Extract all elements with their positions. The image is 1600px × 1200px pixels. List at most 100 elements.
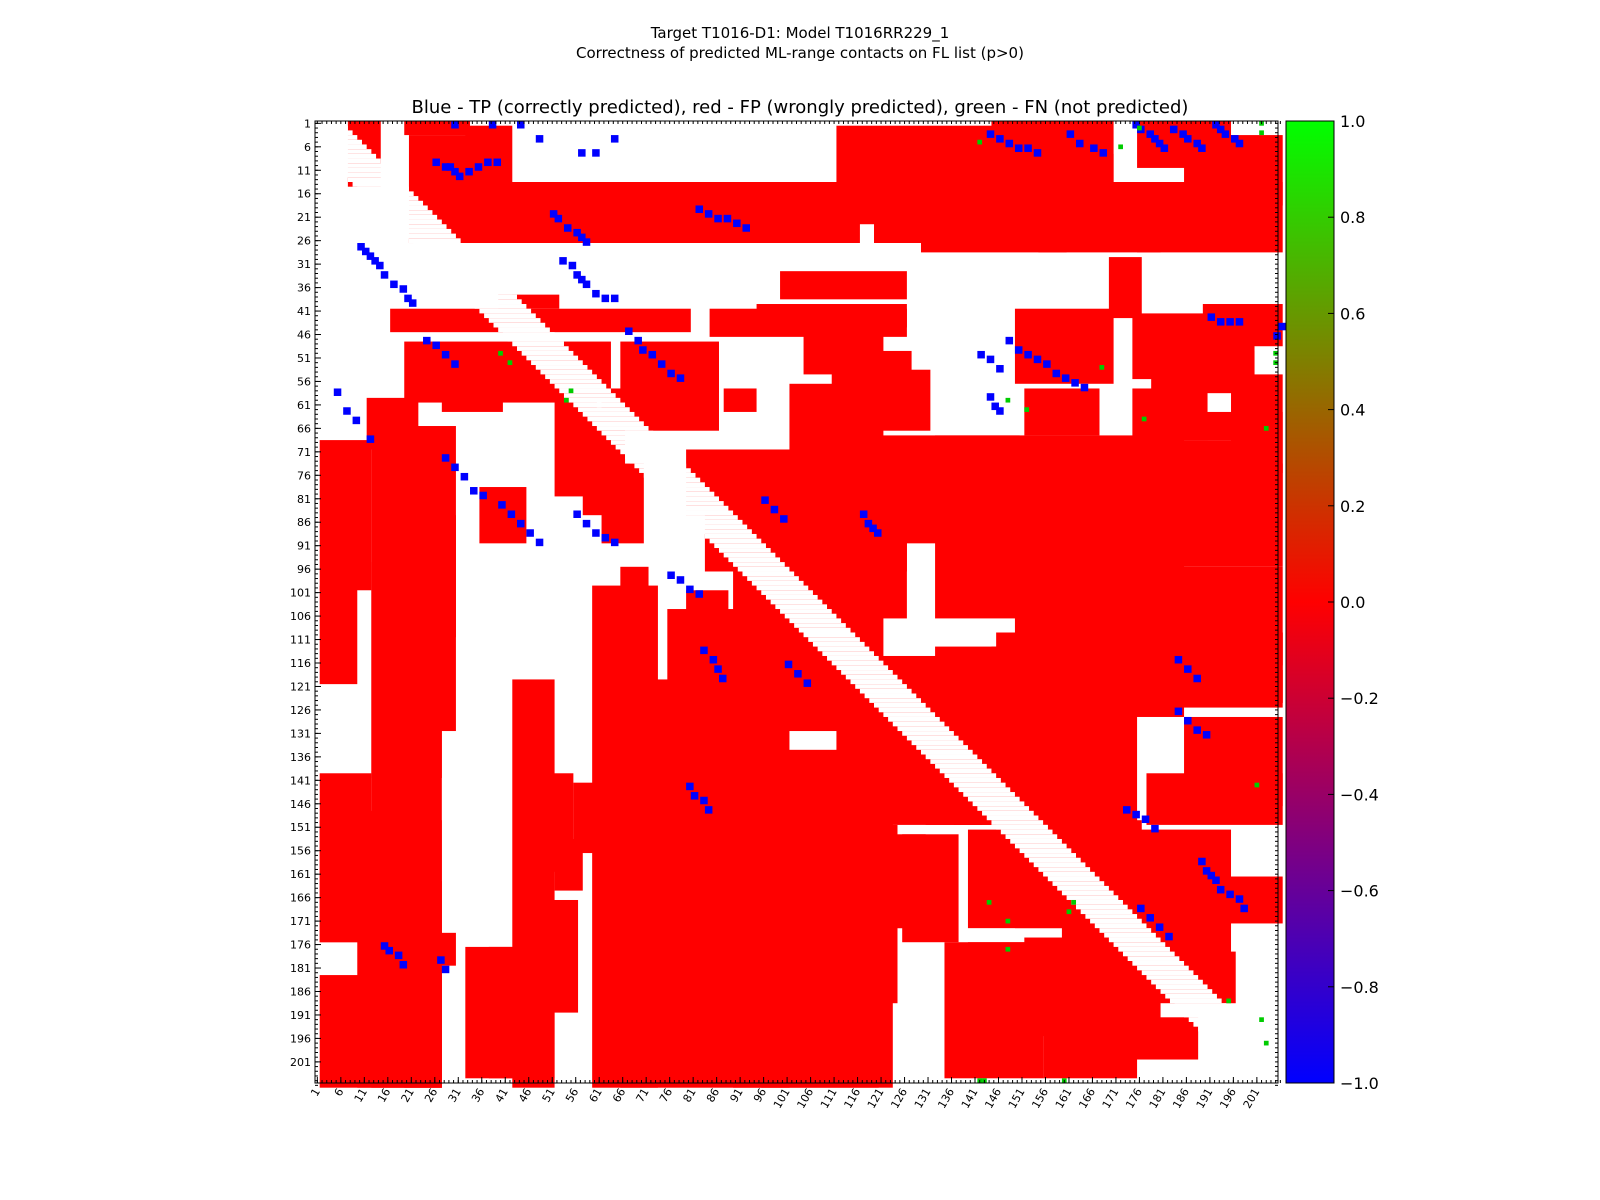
fn-cell	[1099, 365, 1105, 370]
fn-cell	[1024, 407, 1030, 412]
diagonal-blank	[347, 177, 400, 182]
x-tick-label: 1	[308, 1086, 323, 1099]
tp-cell	[1033, 149, 1042, 157]
fp-cell-region	[1146, 773, 1283, 825]
fp-cell-region	[404, 932, 442, 1088]
y-tick-label: 41	[297, 305, 311, 318]
tp-cells-layer	[333, 121, 1286, 974]
tp-cell	[451, 167, 459, 176]
tp-cell	[610, 294, 619, 303]
diagonal-blank	[1141, 970, 1194, 976]
x-tick-label: 111	[818, 1086, 840, 1111]
tp-cell	[1193, 726, 1201, 734]
tp-cell	[498, 501, 506, 509]
y-tick-label: 21	[297, 211, 311, 224]
tp-cell	[1155, 139, 1164, 148]
x-tick-label: 96	[751, 1086, 769, 1105]
fp-cells-layer	[315, 121, 1283, 1088]
tp-cell	[1024, 144, 1032, 152]
fn-cell	[1066, 909, 1072, 915]
tp-cell	[1216, 125, 1225, 134]
x-tick-label: 36	[469, 1086, 487, 1105]
tp-cell	[441, 163, 450, 171]
tp-cell	[399, 960, 408, 969]
diagonal-blank	[676, 505, 729, 511]
y-tick-label: 161	[290, 868, 311, 881]
diagonal-blank	[1207, 1036, 1260, 1041]
diagonal-blank	[315, 144, 367, 150]
diagonal-blank	[1122, 951, 1175, 957]
tp-cell	[554, 214, 563, 223]
diagonal-blank	[1076, 904, 1128, 910]
tp-cell	[1071, 379, 1079, 387]
diagonal-blank	[427, 257, 480, 262]
diagonal-blank	[343, 172, 395, 178]
diagonal-blank	[634, 463, 687, 469]
colorbar-ticks: 1.0 0.8 0.6 0.4 0.2 0.0 −0.2 −0.4 −0.6 −0.8 −1.0	[1328, 112, 1379, 1093]
tp-cell	[625, 327, 633, 335]
diagonal-blank	[315, 130, 353, 136]
diagonal-blank	[1137, 965, 1189, 971]
contact-map-plot: 1611162126313641465156616671768186919610…	[290, 117, 1286, 1111]
tp-cell	[1184, 665, 1192, 673]
y-tick-label: 96	[297, 563, 311, 576]
tp-cell	[1014, 144, 1023, 152]
diagonal-blank	[1019, 848, 1072, 854]
diagonal-blank	[1057, 885, 1109, 891]
tp-cell	[432, 341, 440, 350]
fp-cell-region	[1014, 308, 1114, 384]
diagonal-blank	[437, 266, 489, 272]
y-tick-label: 151	[290, 821, 311, 834]
tp-cell	[479, 491, 487, 500]
diagonal-blank	[545, 374, 597, 380]
diagonal-blank	[554, 383, 607, 389]
tp-cell	[399, 285, 408, 293]
diagonal-blank	[380, 210, 433, 215]
tp-cell	[1235, 318, 1244, 326]
colorbar-gradient	[1285, 120, 1335, 1084]
x-tick-label: 26	[422, 1086, 440, 1105]
tp-cell	[1090, 144, 1098, 152]
tp-cell	[385, 946, 393, 955]
tp-cell	[1212, 876, 1220, 885]
diagonal-blank	[1198, 1026, 1250, 1032]
tp-cell	[714, 214, 722, 223]
tp-cell	[366, 252, 375, 260]
fn-cell	[1259, 130, 1264, 136]
y-tick-label: 191	[290, 1009, 311, 1022]
tp-cell	[376, 261, 384, 270]
diagonal-blank	[559, 388, 611, 394]
tp-cell	[742, 224, 750, 232]
tp-cell	[380, 271, 389, 279]
x-tick-label: 141	[959, 1086, 981, 1111]
diagonal-blank	[845, 674, 898, 680]
diagonal-blank	[484, 313, 536, 319]
tp-cell	[648, 350, 657, 359]
diagonal-blank	[1024, 853, 1076, 858]
diagonal-blank	[1184, 1012, 1236, 1018]
y-tick-label: 61	[297, 399, 311, 412]
y-tick-label: 121	[290, 680, 311, 693]
x-tick-label: 106	[794, 1086, 816, 1111]
tp-cell	[441, 454, 450, 462]
y-tick-label: 186	[290, 985, 311, 998]
tp-cell	[1278, 322, 1286, 331]
diagonal-blank	[470, 299, 522, 305]
diagonal-blank	[709, 538, 762, 544]
fp-cell-region	[620, 566, 649, 732]
x-tick-label: 71	[634, 1086, 652, 1105]
colorbar-tick-label: −0.6	[1340, 882, 1379, 901]
fn-cell	[563, 397, 569, 403]
colorbar-tick-label: −0.4	[1340, 785, 1379, 804]
diagonal-blank	[502, 332, 555, 337]
fp-cell-region	[1137, 182, 1283, 253]
diagonal-blank	[982, 810, 1034, 816]
diagonal-blank	[352, 182, 405, 187]
tp-cell	[493, 158, 502, 167]
colorbar-tick-label: 0.4	[1340, 401, 1365, 420]
diagonal-blank	[488, 318, 541, 323]
diagonal-blank	[958, 787, 1011, 793]
diagonal-blank	[357, 186, 409, 192]
diagonal-blank	[315, 125, 348, 131]
